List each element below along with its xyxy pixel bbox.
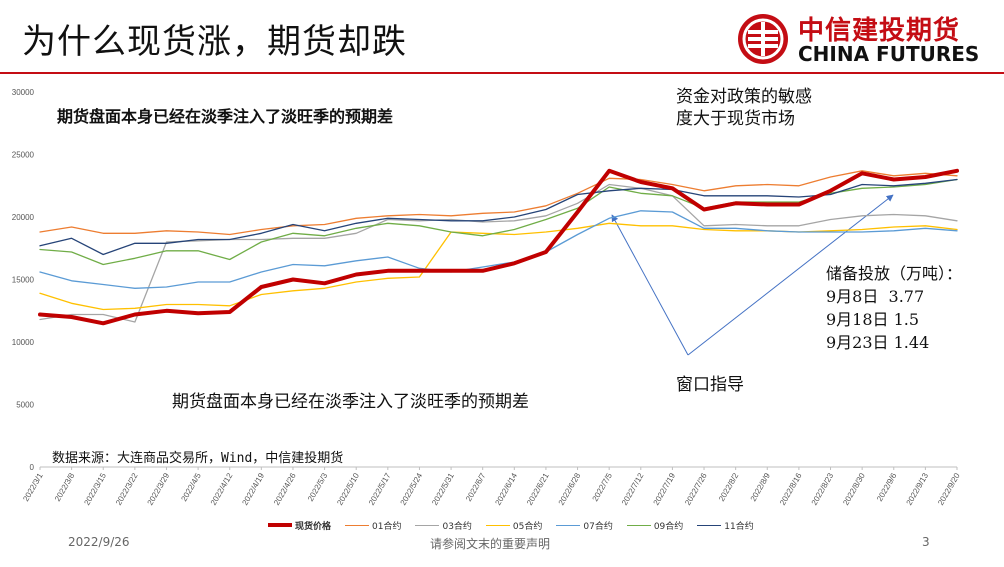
- x-tick-label: 2022/6/14: [493, 471, 519, 507]
- x-tick-label: 2022/6/7: [464, 471, 488, 503]
- x-tick-label: 2022/4/12: [209, 471, 235, 507]
- x-tick-label: 2022/5/10: [335, 471, 361, 507]
- legend-item: 05合约: [485, 519, 543, 532]
- annotation-expectation-bottom: 期货盘面本身已经在淡季注入了淡旺季的预期差: [172, 392, 529, 412]
- x-tick-label: 2022/4/5: [179, 471, 203, 503]
- series-line-11合约: [39, 178, 958, 256]
- x-tick-label: 2022/7/5: [591, 471, 615, 503]
- annotation-policy-sensitivity: 资金对政策的敏感 度大于现货市场: [676, 87, 812, 129]
- brand-name-cn: 中信建投期货: [798, 16, 961, 46]
- y-tick-label: 25000: [12, 151, 35, 160]
- y-tick-label: 20000: [12, 213, 35, 222]
- brand-name-en: CHINA FUTURES: [798, 42, 980, 66]
- y-tick-label: 30000: [12, 88, 35, 97]
- series-line-现货价格: [38, 168, 959, 326]
- legend-label: 01合约: [372, 521, 402, 532]
- x-tick-label: 2022/9/13: [905, 471, 931, 507]
- legend-label: 05合约: [512, 521, 543, 532]
- footer-disclaimer: 请参阅文末的重要声明: [430, 537, 551, 551]
- chart-legend: 现货价格 01合约 03合约 05合约 07合约 09合约 11合约: [268, 517, 754, 533]
- y-tick-label: 10000: [12, 338, 35, 347]
- header-rule: [0, 72, 1004, 74]
- y-tick-label: 5000: [16, 401, 34, 410]
- x-tick-label: 2022/9/6: [875, 471, 899, 503]
- footer-date: 2022/9/26: [68, 535, 130, 549]
- x-tick-label: 2022/6/28: [557, 471, 583, 507]
- legend-item: 03合约: [415, 519, 472, 532]
- x-tick-label: 2022/8/2: [717, 471, 741, 503]
- x-tick-label: 2022/7/19: [652, 471, 678, 507]
- legend-swatch: [485, 524, 510, 526]
- annotation-window-guidance: 窗口指导: [676, 375, 744, 395]
- data-source-note: 数据来源：大连商品交易所，Wind，中信建投期货: [52, 451, 344, 466]
- legend-swatch: [268, 523, 292, 527]
- legend-item: 01合约: [345, 519, 401, 532]
- x-tick-label: 2022/8/9: [749, 471, 773, 503]
- x-tick-label: 2022/4/26: [272, 471, 298, 507]
- legend-item: 11合约: [697, 519, 754, 532]
- legend-swatch: [345, 524, 370, 526]
- legend-label: 现货价格: [295, 521, 332, 532]
- slide-title: 为什么现货涨，期货却跌: [22, 22, 407, 62]
- series-layer: [38, 168, 959, 326]
- series-line-01合约: [39, 170, 958, 236]
- x-tick-label: 2022/3/15: [82, 471, 108, 507]
- x-tick-label: 2022/9/20: [936, 471, 962, 507]
- arrow-to-july-peak: [611, 214, 689, 356]
- y-tick-label: 0: [30, 463, 35, 472]
- legend-swatch: [556, 524, 581, 526]
- x-tick-label: 2022/6/21: [525, 471, 551, 507]
- x-tick-label: 2022/8/23: [810, 471, 836, 507]
- x-tick-label: 2022/7/26: [683, 471, 709, 507]
- series-line-03合约: [39, 183, 958, 323]
- annotation-expectation-top: 期货盘面本身已经在淡季注入了淡旺季的预期差: [57, 107, 394, 126]
- x-tick-label: 2022/4/19: [240, 471, 266, 507]
- legend-item: 09合约: [626, 519, 684, 532]
- x-tick-label: 2022/3/1: [21, 471, 45, 503]
- china-futures-logo-icon: [738, 14, 788, 64]
- y-tick-label: 15000: [12, 276, 35, 285]
- x-tick-label: 2022/5/31: [430, 471, 456, 507]
- annotation-reserve-release: 储备投放（万吨）： 9月8日 3.77 9月18日 1.5 9月23日 1.44: [826, 264, 963, 352]
- x-tick-label: 2022/5/24: [399, 471, 425, 507]
- arrow-to-september: [687, 194, 894, 356]
- series-line-07合约: [39, 210, 958, 289]
- x-tick-label: 2022/3/22: [114, 471, 140, 507]
- window-guidance-arrows: [611, 194, 894, 356]
- x-tick-label: 2022/8/16: [778, 471, 804, 507]
- x-tick-label: 2022/5/17: [367, 471, 393, 507]
- legend-item: 现货价格: [268, 519, 331, 532]
- legend-swatch: [415, 524, 440, 526]
- brand: 中信建投期货 CHINA FUTURES: [736, 8, 986, 68]
- legend-label: 07合约: [583, 521, 613, 532]
- legend-swatch: [697, 524, 722, 526]
- legend-label: 03合约: [442, 521, 472, 532]
- x-tick-label: 2022/5/3: [306, 471, 330, 503]
- x-tick-label: 2022/8/30: [841, 471, 867, 507]
- legend-label: 09合约: [653, 521, 684, 532]
- x-tick-label: 2022/3/8: [53, 471, 77, 503]
- legend-label: 11合约: [724, 521, 754, 532]
- page-number: 3: [922, 535, 930, 549]
- x-tick-label: 2022/7/12: [620, 471, 646, 507]
- chart-axes: 0 5000 10000 15000 20000 25000 30000 2022/3/1 20…: [12, 88, 962, 507]
- legend-swatch: [626, 524, 651, 526]
- x-tick-label: 2022/3/29: [146, 471, 172, 507]
- legend-item: 07合约: [556, 519, 613, 532]
